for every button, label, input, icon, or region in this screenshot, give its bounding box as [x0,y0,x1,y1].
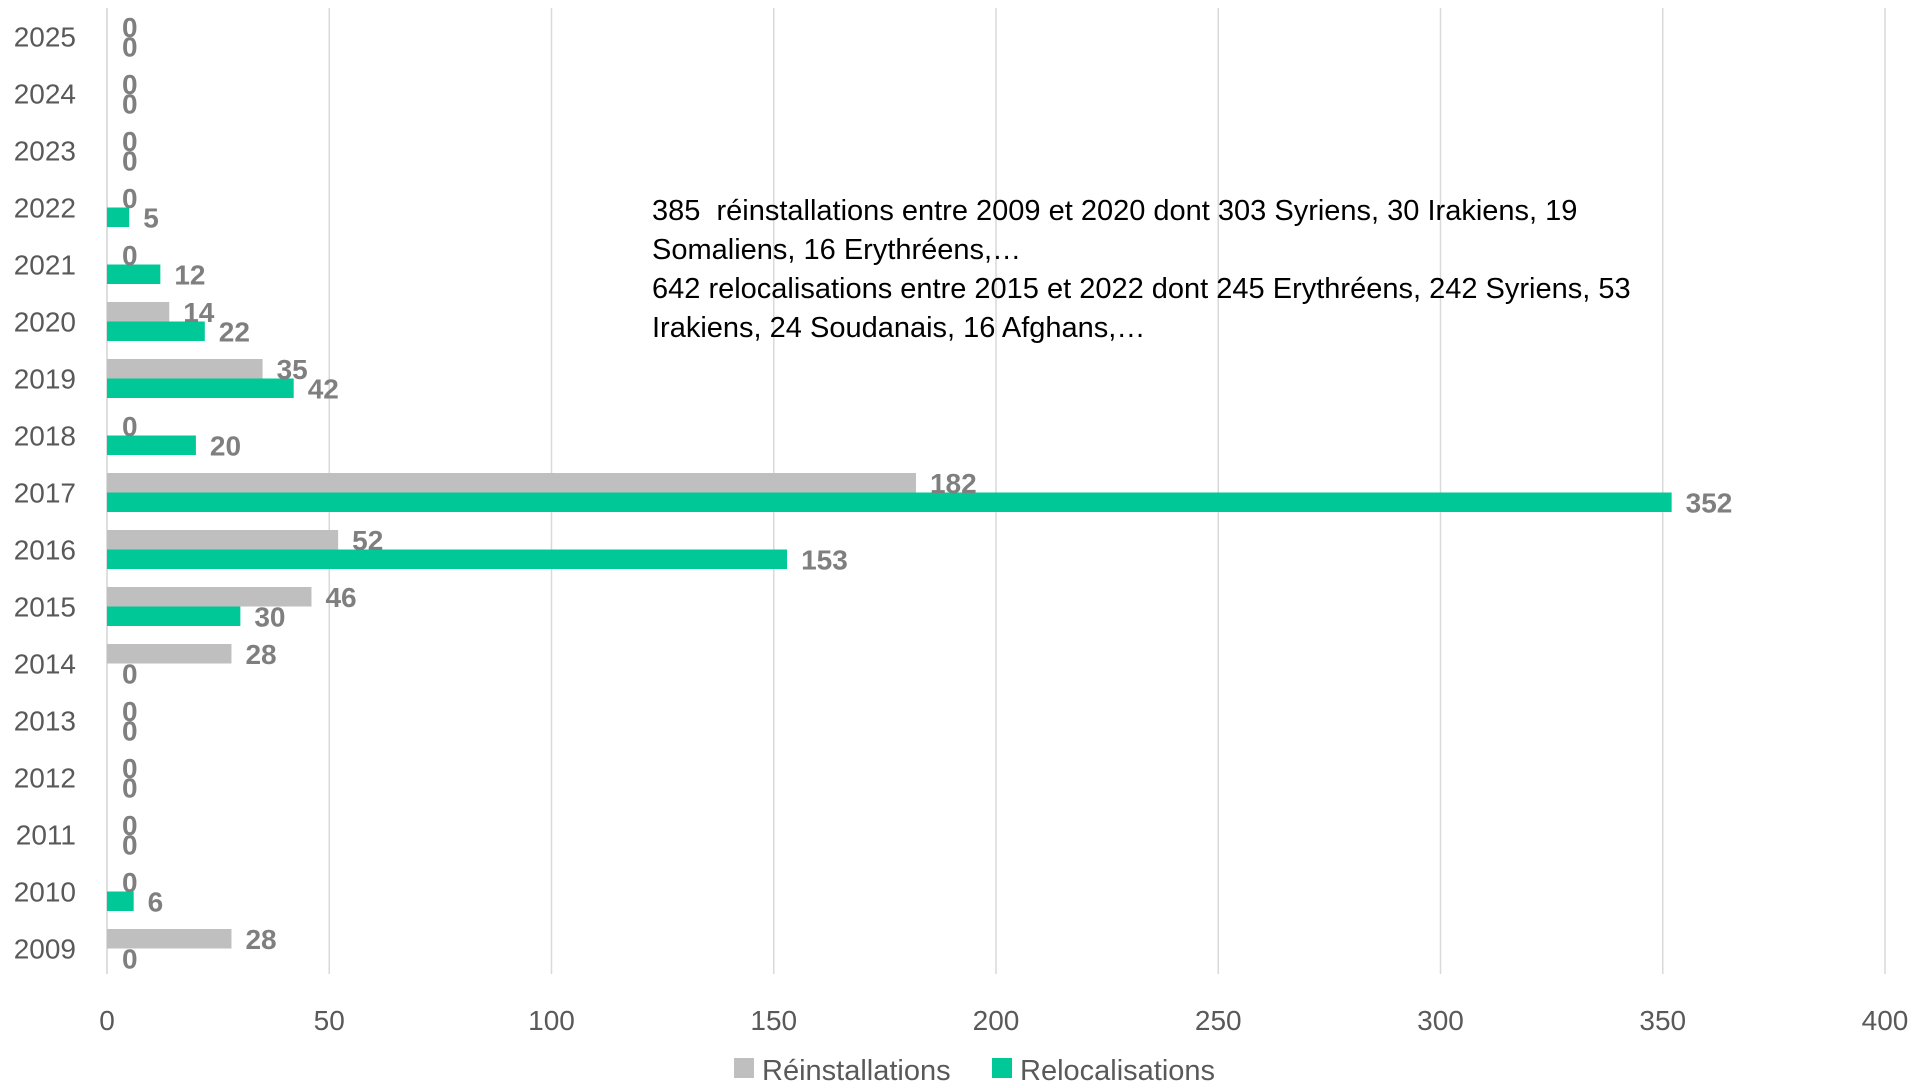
data-label: 22 [219,316,250,347]
data-label: 182 [930,468,977,499]
bar-relocalisations [107,606,241,626]
data-label: 28 [245,639,276,670]
x-tick-label: 150 [750,1005,797,1036]
bar-relocalisations [107,891,134,911]
data-label: 20 [210,430,241,461]
y-tick-label: 2020 [14,307,76,338]
y-tick-label: 2012 [14,763,76,794]
y-tick-label: 2024 [14,79,76,110]
y-tick-label: 2011 [16,820,76,851]
bar-reinstallations [107,929,232,949]
data-label: 352 [1686,487,1733,518]
data-label: 0 [122,69,138,100]
data-label: 0 [122,31,138,62]
legend-label: Réinstallations [762,1055,951,1087]
bar-relocalisations [107,549,788,569]
bar-reinstallations [107,473,916,493]
data-label: 35 [277,354,308,385]
data-label: 30 [254,601,285,632]
x-tick-label: 200 [973,1005,1020,1036]
y-tick-label: 2010 [14,877,76,908]
data-label: 12 [174,259,205,290]
y-tick-label: 2021 [14,250,76,281]
data-label: 5 [143,202,159,233]
data-label: 42 [308,373,339,404]
data-label: 46 [325,582,356,613]
x-tick-label: 400 [1862,1005,1909,1036]
data-label: 0 [122,753,138,784]
bar-reinstallations [107,359,263,379]
data-label: 0 [122,411,138,442]
x-tick-label: 50 [314,1005,345,1036]
data-label: 14 [183,297,215,328]
chart-annotation: 385 réinstallations entre 2009 et 2020 d… [652,192,1712,348]
y-tick-label: 2014 [14,649,76,680]
y-axis-labels: 2025 2024 2023 2022 2021 2020 2019 2018 2017 2016… [14,22,76,965]
data-label: 0 [122,696,138,727]
y-tick-label: 2022 [14,193,76,224]
bar-relocalisations [107,321,205,341]
y-tick-label: 2015 [14,592,76,623]
bar-relocalisations [107,264,161,284]
y-tick-label: 2019 [14,364,76,395]
x-tick-label: 350 [1639,1005,1686,1036]
annotation-reinstallations: 385 réinstallations entre 2009 et 2020 d… [652,195,1586,266]
data-label: 0 [122,829,138,860]
data-label: 52 [352,525,383,556]
y-tick-label: 2013 [14,706,76,737]
data-label: 0 [122,240,138,271]
x-tick-label: 250 [1195,1005,1242,1036]
data-label: 0 [122,772,138,803]
legend: Réinstallations Relocalisations [734,1055,1215,1087]
data-label: 0 [122,183,138,214]
x-tick-label: 100 [528,1005,575,1036]
bars [107,207,1672,949]
bar-relocalisations [107,378,294,398]
bar-reinstallations [107,302,170,322]
data-label: 6 [148,886,164,917]
data-label: 0 [122,12,138,43]
data-labels: 0000000501214223542020182352521534630280… [122,12,1732,975]
data-label: 0 [122,715,138,746]
data-label: 0 [122,867,138,898]
legend-swatch [992,1058,1012,1078]
data-label: 0 [122,810,138,841]
bar-relocalisations [107,207,130,227]
data-label: 0 [122,145,138,176]
data-label: 28 [245,924,276,955]
bar-reinstallations [107,530,339,550]
y-tick-label: 2016 [14,535,76,566]
x-tick-label: 0 [99,1005,115,1036]
data-label: 153 [801,544,848,575]
annotation-relocalisations: 642 relocalisations entre 2015 et 2022 d… [652,273,1639,344]
legend-label: Relocalisations [1020,1055,1215,1087]
y-tick-label: 2023 [14,136,76,167]
data-label: 0 [122,658,138,689]
x-tick-label: 300 [1417,1005,1464,1036]
y-tick-label: 2018 [14,421,76,452]
y-tick-label: 2017 [14,478,76,509]
data-label: 0 [122,943,138,974]
bar-relocalisations [107,492,1672,512]
grid-lines [106,8,1886,974]
data-label: 0 [122,126,138,157]
bar-relocalisations [107,435,196,455]
bar-reinstallations [107,587,312,607]
y-tick-label: 2009 [14,934,76,965]
x-axis-labels: 0 50 100 150 200 250 300 350 400 [99,1005,1908,1036]
data-label: 0 [122,88,138,119]
y-tick-label: 2025 [14,22,76,53]
bar-reinstallations [107,644,232,664]
legend-swatch [734,1058,754,1078]
